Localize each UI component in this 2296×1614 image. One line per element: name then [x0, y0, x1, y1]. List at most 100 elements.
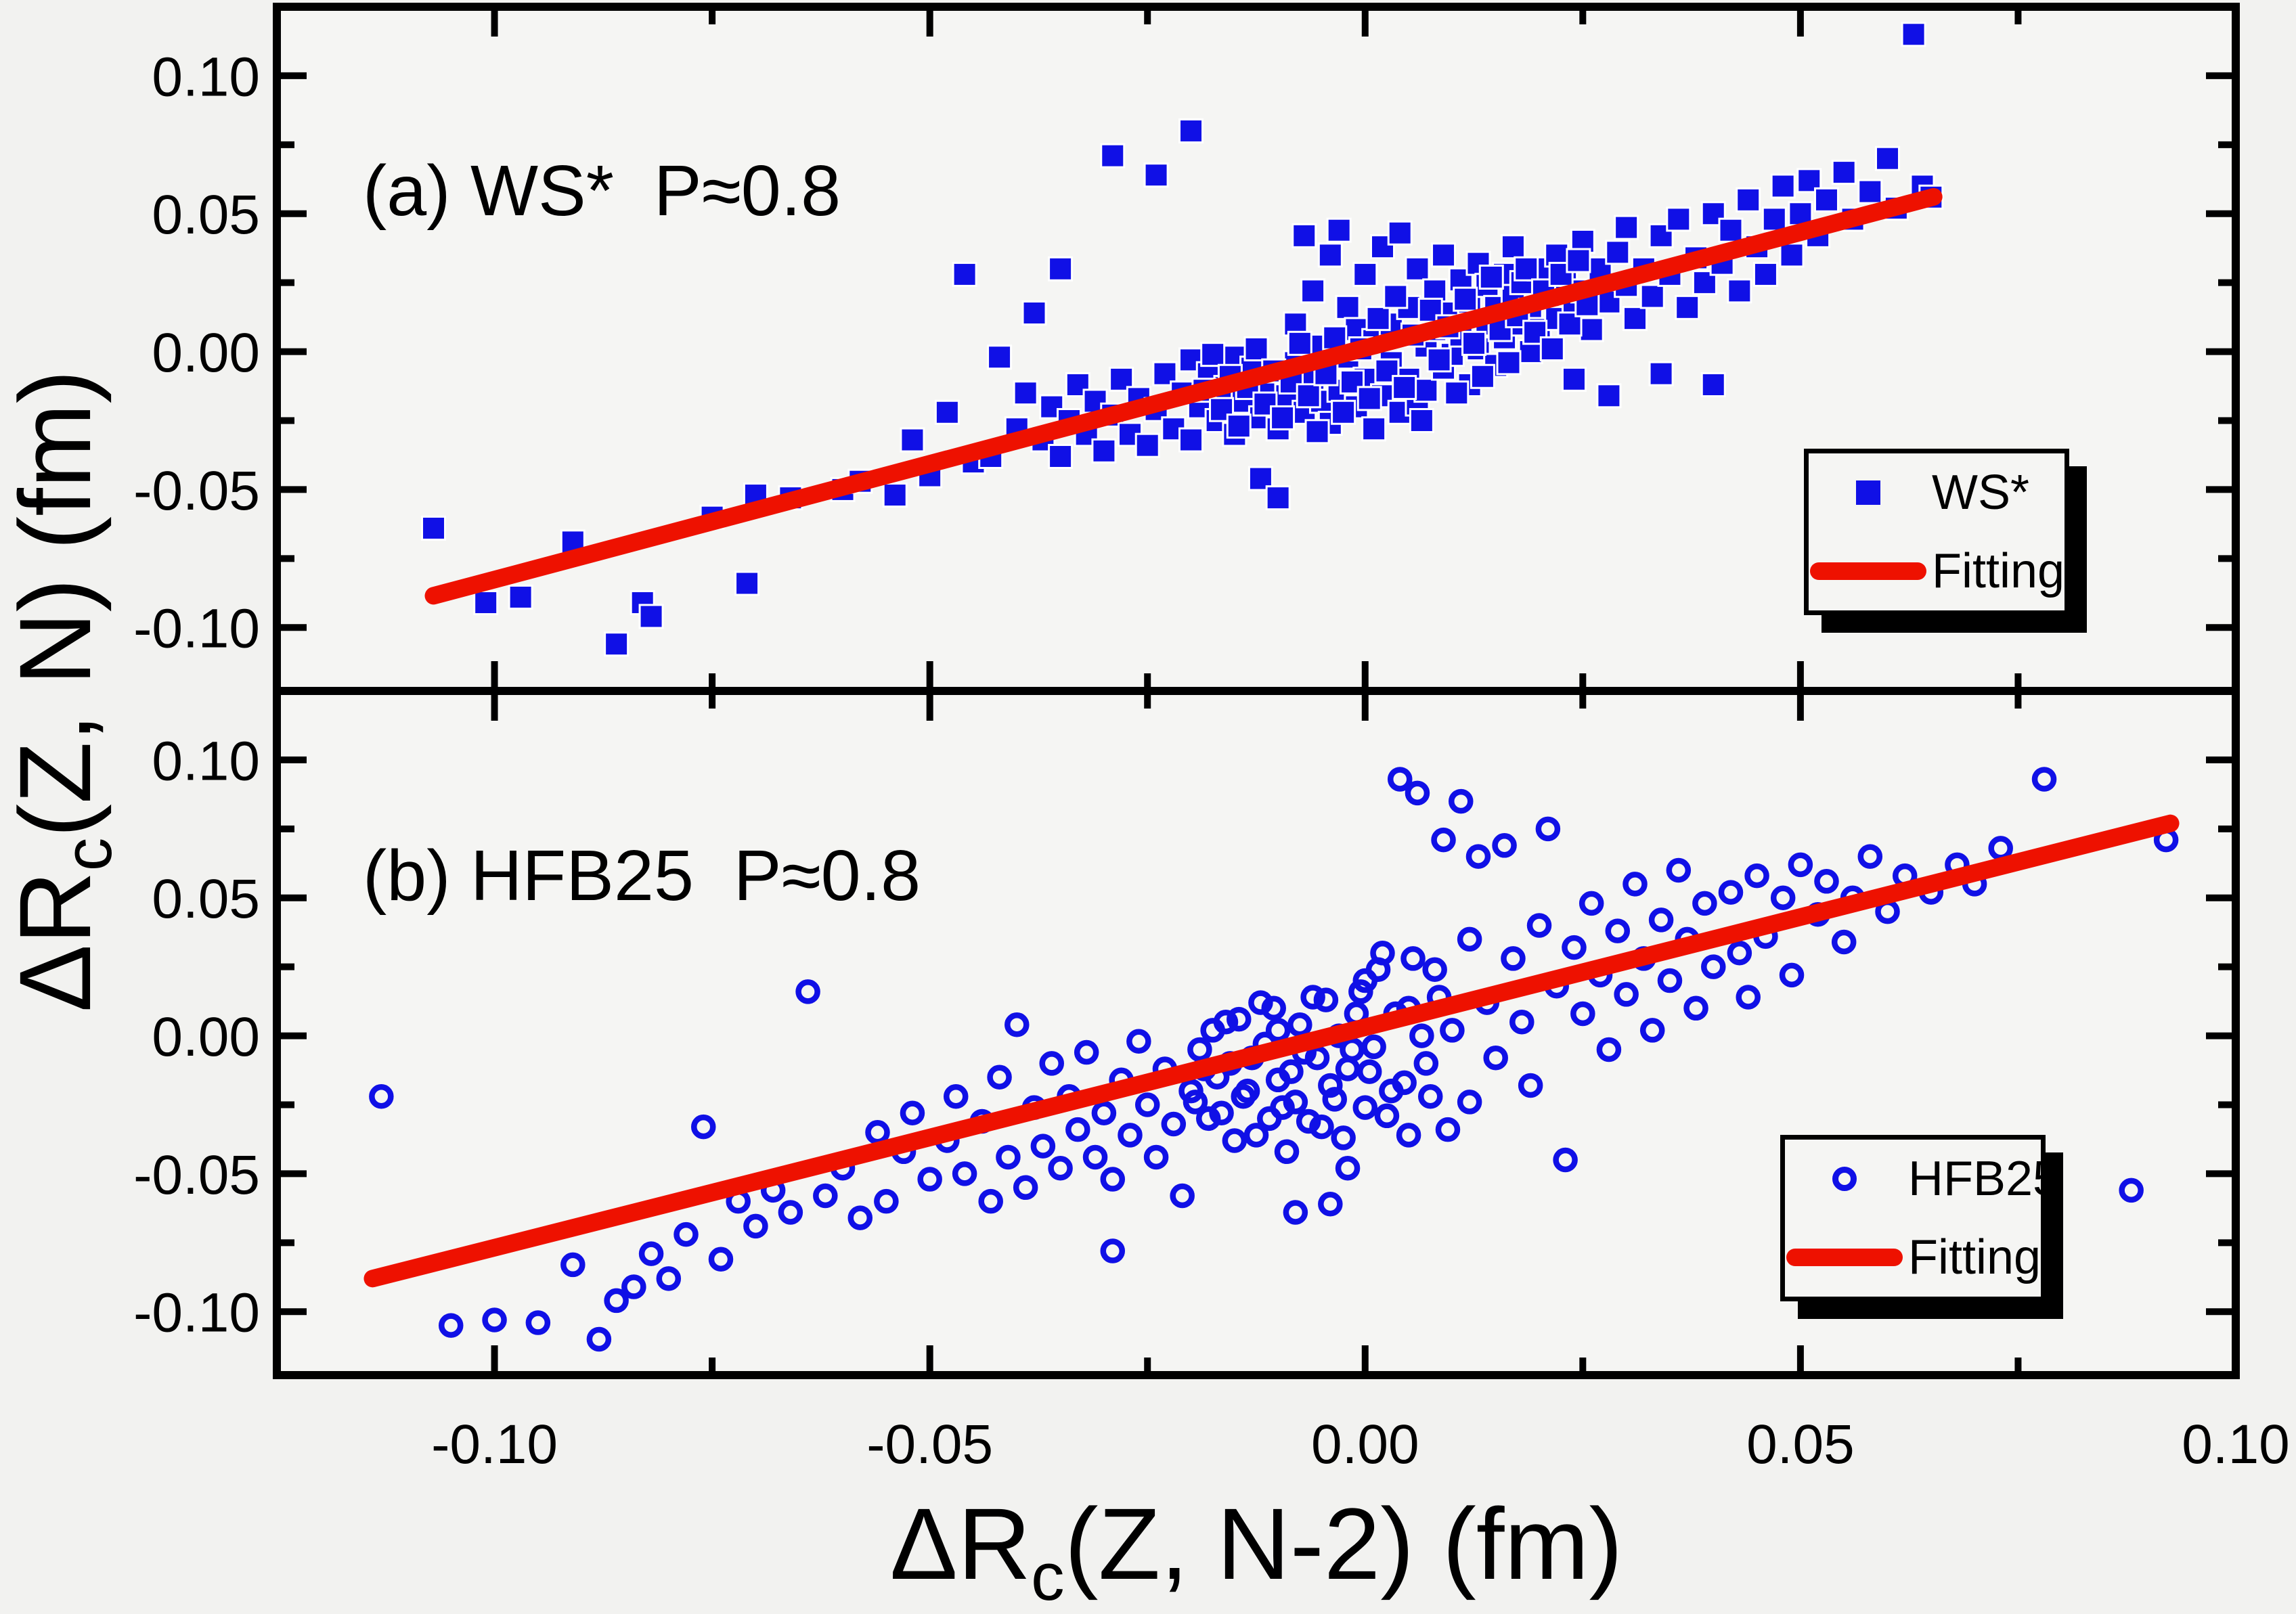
- scatter-point-hfb25: [847, 1205, 873, 1230]
- scatter-point-hfb25: [1091, 1100, 1117, 1125]
- fitting-line-icon: [1810, 562, 1926, 580]
- scatter-point-ws: [1296, 383, 1321, 409]
- scatter-point-hfb25: [874, 1188, 899, 1214]
- scatter-point-hfb25: [1352, 1095, 1378, 1120]
- scatter-point-ws: [1013, 380, 1038, 406]
- scatter-point-hfb25: [525, 1310, 551, 1335]
- scatter-point-hfb25: [1296, 1108, 1321, 1134]
- scatter-point-ws: [1413, 378, 1439, 403]
- x-tick-label: 0.05: [1746, 1414, 1855, 1475]
- scatter-point-ws: [1300, 278, 1326, 304]
- scatter-point-hfb25: [1409, 1023, 1434, 1048]
- legend-label-ws: WS*: [1932, 466, 2029, 520]
- scatter-point-hfb25: [1570, 1001, 1595, 1027]
- scatter-point-ws: [1417, 297, 1443, 323]
- scatter-point-hfb25: [1814, 869, 1839, 894]
- scatter-point-hfb25: [586, 1326, 612, 1352]
- scatter-point-ws: [1431, 242, 1457, 268]
- scatter-point-ws: [1788, 201, 1813, 227]
- scatter-point-hfb25: [369, 1084, 394, 1109]
- legend-panel-b: HFB25 Fitting: [1780, 1135, 2060, 1301]
- scatter-point-ws: [1178, 118, 1204, 143]
- scatter-point-ws: [1361, 416, 1387, 442]
- x-title-prefix: ΔR: [889, 1487, 1032, 1601]
- scatter-point-hfb25: [1605, 918, 1631, 943]
- hfb25-circle-marker-icon: [1832, 1167, 1857, 1191]
- scatter-point-hfb25: [1578, 891, 1604, 916]
- legend-label-hfb25: HFB25: [1908, 1152, 2060, 1206]
- scatter-point-hfb25: [1270, 1095, 1295, 1120]
- scatter-point-hfb25: [900, 1100, 925, 1125]
- scatter-point-ws: [900, 427, 925, 453]
- scatter-point-hfb25: [690, 1114, 716, 1140]
- scatter-point-hfb25: [1666, 857, 1692, 883]
- y-tick-label-panel-b: 0.10: [152, 730, 260, 792]
- scatter-point-hfb25: [1348, 979, 1373, 1004]
- scatter-point-ws: [1178, 427, 1204, 453]
- scatter-point-hfb25: [1596, 1037, 1622, 1062]
- scatter-point-ws: [1675, 294, 1700, 320]
- scatter-point-ws: [1875, 145, 1901, 171]
- scatter-point-hfb25: [996, 1144, 1021, 1170]
- scatter-point-hfb25: [1331, 1125, 1356, 1150]
- fit-line-b: [363, 814, 2180, 1288]
- scatter-point-hfb25: [604, 1288, 629, 1314]
- scatter-point-hfb25: [1309, 1114, 1334, 1140]
- scatter-point-hfb25: [1396, 1123, 1421, 1148]
- legend-panel-a: WS* Fitting: [1804, 449, 2069, 615]
- scatter-point-hfb25: [1318, 1192, 1343, 1217]
- scatter-point-hfb25: [1170, 1183, 1195, 1209]
- scatter-point-hfb25: [621, 1274, 646, 1299]
- x-tick-label: 0.10: [2182, 1414, 2290, 1475]
- scatter-point-ws: [508, 584, 533, 610]
- scatter-point-hfb25: [674, 1221, 699, 1247]
- scatter-point-ws: [1614, 215, 1639, 240]
- y-tick-label-panel-a: 0.05: [152, 184, 260, 246]
- scatter-point-hfb25: [778, 1200, 803, 1225]
- scatter-point-ws: [1426, 347, 1452, 373]
- y-title-subscript: c: [50, 837, 126, 872]
- legend-label-fitting-b: Fitting: [1908, 1230, 2041, 1284]
- scatter-point-hfb25: [952, 1161, 977, 1186]
- scatter-point-hfb25: [1265, 1018, 1291, 1043]
- y-tick-label-panel-a: -0.05: [133, 460, 260, 522]
- scatter-point-ws: [1761, 206, 1787, 232]
- scatter-point-hfb25: [438, 1313, 464, 1338]
- scatter-point-ws: [1356, 386, 1382, 411]
- scatter-point-hfb25: [1196, 1106, 1221, 1131]
- legend-marker-zone: [1785, 1167, 1904, 1191]
- scatter-point-hfb25: [1392, 1070, 1417, 1096]
- scatter-point-ws: [1317, 242, 1343, 268]
- scatter-point-hfb25: [1501, 946, 1526, 971]
- scatter-point-hfb25: [1048, 1156, 1073, 1181]
- scatter-point-hfb25: [1356, 1059, 1382, 1084]
- scatter-point-hfb25: [944, 1084, 969, 1109]
- legend-row-ws: WS*: [1809, 453, 2065, 532]
- scatter-point-hfb25: [1365, 957, 1391, 982]
- scatter-point-hfb25: [1736, 985, 1761, 1010]
- scatter-point-ws: [1383, 284, 1409, 309]
- scatter-point-hfb25: [1283, 1200, 1308, 1225]
- scatter-point-hfb25: [987, 1064, 1012, 1090]
- y-axis-title: ΔRc(Z, N) (fm): [0, 369, 125, 1012]
- x-title-suffix: (Z, N-2) (fm): [1064, 1487, 1623, 1601]
- scatter-point-hfb25: [1100, 1238, 1126, 1263]
- scatter-point-hfb25: [1248, 990, 1273, 1015]
- scatter-point-hfb25: [1779, 962, 1805, 988]
- scatter-point-hfb25: [1770, 885, 1796, 910]
- scatter-point-hfb25: [656, 1266, 682, 1291]
- scatter-point-ws: [1752, 261, 1778, 287]
- y-tick-label-panel-a: 0.00: [152, 322, 260, 384]
- scatter-point-ws: [1335, 294, 1361, 320]
- scatter-point-hfb25: [560, 1252, 586, 1278]
- scatter-point-ws: [1605, 240, 1631, 265]
- y-tick-label-panel-b: -0.05: [133, 1144, 260, 1206]
- legend-row-hfb25: HFB25: [1785, 1140, 2060, 1218]
- scatter-point-ws: [1331, 399, 1356, 425]
- scatter-point-ws: [1831, 160, 1857, 185]
- x-tick-label: -0.10: [431, 1414, 558, 1475]
- scatter-point-ws: [1461, 330, 1487, 356]
- scatter-point-ws: [1500, 234, 1526, 260]
- fitting-line-icon: [1786, 1249, 1903, 1266]
- scatter-point-ws: [1270, 405, 1296, 430]
